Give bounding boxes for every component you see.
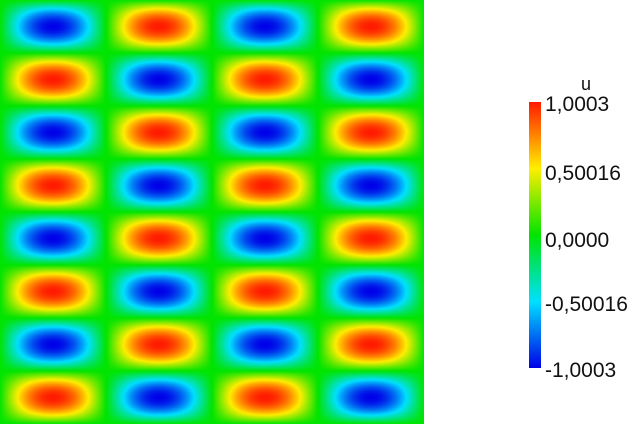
colorbar-tick-max: 1,0003: [545, 93, 609, 116]
colorbar-gradient: [529, 102, 541, 368]
colorbar-tick-lower: -0,50016: [545, 293, 628, 316]
colorbar-title: u: [581, 74, 591, 94]
colorbar-tick-zero: 0,0000: [545, 229, 609, 252]
colorbar-tick-upper: 0,50016: [545, 162, 621, 185]
heatmap-plot: [0, 0, 424, 424]
colorbar-tick-min: -1,0003: [545, 359, 616, 382]
